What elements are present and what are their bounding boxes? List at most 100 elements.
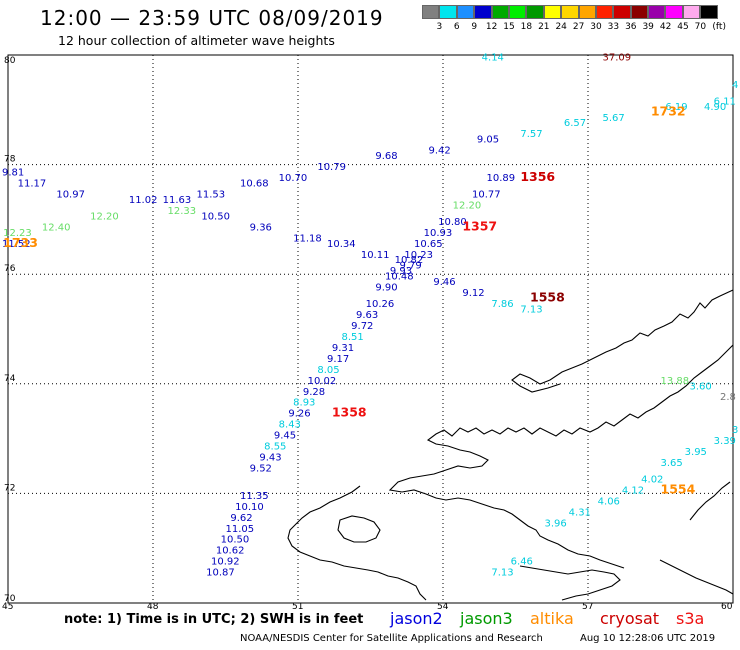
colorbar-label: 30 (590, 22, 602, 32)
wave-height-label: 10.77 (472, 189, 501, 200)
wave-height-label: 9.05 (477, 135, 499, 146)
lon-tick-label: 54 (437, 602, 449, 612)
wave-height-label: 8.43 (279, 420, 301, 431)
wave-height-label: 10.80 (438, 217, 467, 228)
wave-height-label: 10.97 (56, 189, 85, 200)
wave-height-label: 10.34 (327, 239, 356, 250)
wave-height-label: 10.50 (221, 535, 250, 546)
wave-height-label: 4.02 (641, 474, 663, 485)
wave-height-label: 37.09 (603, 52, 632, 63)
wave-height-label: 9.12 (462, 288, 484, 299)
colorbar-swatch (613, 5, 631, 19)
pass-time-label: 1554 (661, 481, 696, 496)
wave-height-label: 4.12 (622, 485, 644, 496)
wave-height-label: 9.63 (356, 310, 378, 321)
colorbar (422, 5, 718, 19)
colorbar-swatch (682, 5, 701, 19)
colorbar-label: 6 (453, 22, 460, 32)
wave-height-label: 10.89 (487, 173, 516, 184)
wave-height-label: 9.46 (433, 277, 455, 288)
wave-height-label: 7.13 (520, 305, 542, 316)
lon-tick-label: 57 (582, 602, 593, 612)
wave-height-label: 9.42 (429, 146, 451, 157)
lon-tick-label: 60 (721, 602, 733, 612)
colorbar-label: 24 (555, 22, 567, 32)
note-text: note: 1) Time is in UTC; 2) SWH is in fe… (64, 612, 364, 627)
pass-time-label: 1358 (332, 405, 367, 420)
wave-height-label: 9.62 (230, 513, 252, 524)
wave-height-label: 10.62 (216, 546, 245, 557)
legend-jason2: jason2 (390, 609, 443, 628)
wave-height-label: 9.31 (332, 343, 354, 354)
colorbar-swatch (665, 5, 683, 19)
wave-height-label: 11.35 (240, 491, 269, 502)
colorbar-label: 39 (642, 22, 654, 32)
wave-height-label: 4.06 (598, 496, 620, 507)
wave-height-label: 12.23 (3, 228, 32, 239)
colorbar-swatch (595, 5, 614, 19)
legend-jason3: jason3 (460, 609, 513, 628)
colorbar-swatch (474, 5, 492, 19)
wave-height-label: 4.31 (569, 507, 591, 518)
wave-height-label: 6.11 (714, 96, 736, 107)
lat-tick-label: 80 (4, 56, 16, 66)
page-subtitle: 12 hour collection of altimeter wave hei… (58, 33, 335, 48)
wave-height-label: 12.20 (453, 200, 482, 211)
pass-time-label: 1732 (651, 103, 686, 118)
wave-height-label: 9.79 (400, 261, 422, 272)
wave-height-label: 3.39 (714, 436, 736, 447)
wave-height-label: 10.70 (279, 173, 308, 184)
colorbar-label: 12 (485, 22, 498, 32)
colorbar-label: 70 (694, 22, 707, 32)
wave-height-label: 9.26 (288, 409, 310, 420)
wave-height-label: 3.95 (685, 447, 707, 458)
colorbar-swatch (561, 5, 579, 19)
wave-height-label: 6.46 (511, 557, 533, 568)
wave-height-label: 10.82 (395, 255, 424, 266)
wave-height-label: 3.96 (545, 518, 567, 529)
lat-tick-label: 72 (4, 483, 15, 493)
colorbar-label: 3 (436, 22, 443, 32)
colorbar-swatch (491, 5, 509, 19)
wave-height-label: 10.65 (414, 239, 443, 250)
footer-credit: NOAA/NESDIS Center for Satellite Applica… (240, 633, 543, 644)
pechora-coast (519, 565, 621, 601)
wave-height-label: 8.05 (317, 365, 339, 376)
kanin-peninsula-coast (287, 485, 427, 601)
colorbar-swatch (543, 5, 562, 19)
wave-height-label: 2.8 (720, 392, 736, 403)
wave-height-label: 9.36 (250, 222, 272, 233)
coastline (287, 289, 734, 601)
wave-height-label: 9.81 (2, 168, 24, 179)
wave-height-label: 9.68 (375, 151, 397, 162)
novaya-zemlya-north-coast (511, 289, 734, 393)
wave-height-label: 7.86 (491, 299, 513, 310)
wave-height-label: 13.88 (661, 376, 690, 387)
colorbar-label: 9 (471, 22, 478, 32)
wave-height-label: 11.17 (18, 179, 47, 190)
pass-time-label: 1733 (3, 235, 38, 250)
novaya-zemlya-inner-coast (388, 344, 734, 569)
colorbar-labels: 3 6 9 12 15 18 21 24 27 30 33 36 39 42 45 70 (ft) (422, 22, 740, 34)
wave-height-label: 7.13 (491, 568, 513, 579)
colorbar-label: 18 (520, 22, 533, 32)
wave-height-label: 3.60 (690, 381, 712, 392)
wave-height-label: 5.67 (603, 113, 625, 124)
wave-height-label: 10.48 (385, 272, 414, 283)
wave-height-label: 9.28 (303, 387, 325, 398)
colorbar-swatch (700, 5, 718, 19)
lat-tick-label: 78 (4, 155, 16, 165)
legend-cryosat: cryosat (600, 609, 660, 628)
wave-height-label: 10.87 (206, 568, 235, 579)
colorbar-swatch (526, 5, 544, 19)
wave-height-label: 4.90 (704, 102, 726, 113)
wave-height-label: 11.05 (226, 524, 255, 535)
colorbar-swatch (648, 5, 666, 19)
wave-height-label: 10.68 (240, 179, 269, 190)
colorbar-swatch (630, 5, 649, 19)
lon-tick-label: 45 (2, 602, 13, 612)
wave-height-label: 8.55 (264, 442, 286, 453)
